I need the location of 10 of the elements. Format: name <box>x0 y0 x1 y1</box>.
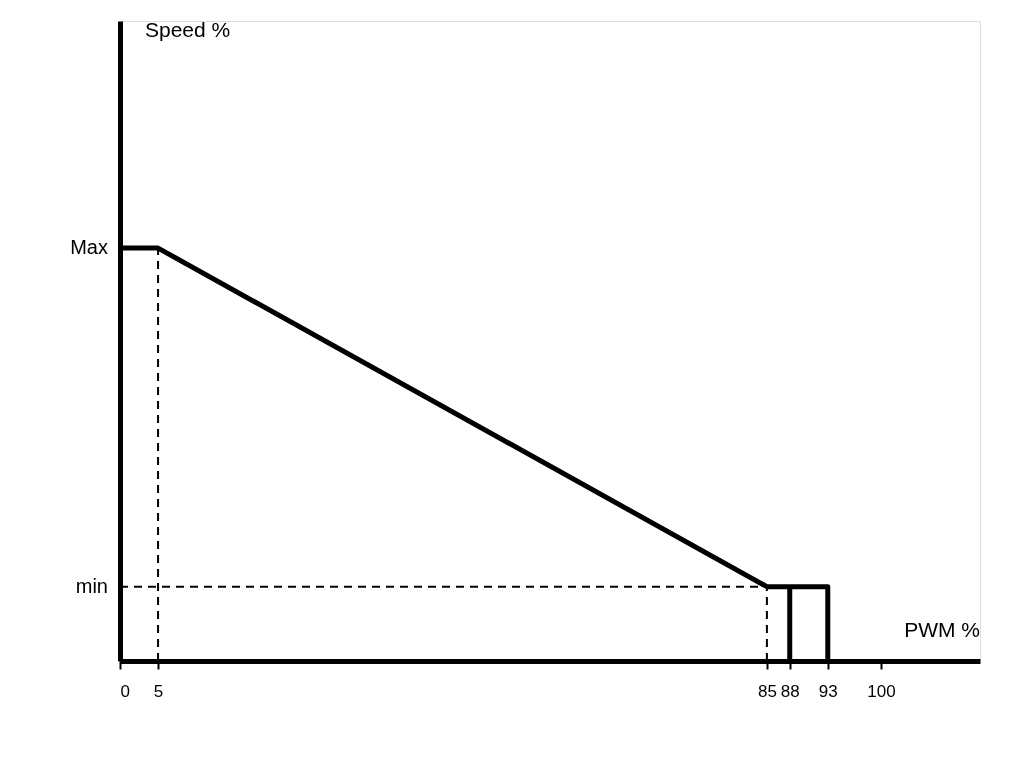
x-tick-label: 93 <box>818 681 838 701</box>
x-tick-label: 88 <box>780 681 800 701</box>
text: Speed % <box>145 18 231 41</box>
x-tick-label: 5 <box>153 681 164 701</box>
x-tick-label: 0 <box>120 681 130 701</box>
x-axis-title: PWM % <box>904 618 980 641</box>
x-tick-label: 85 <box>757 681 777 701</box>
annotation: Max <box>70 236 108 259</box>
x-tick-label: 100 <box>867 681 896 701</box>
annotation: min <box>75 574 108 597</box>
